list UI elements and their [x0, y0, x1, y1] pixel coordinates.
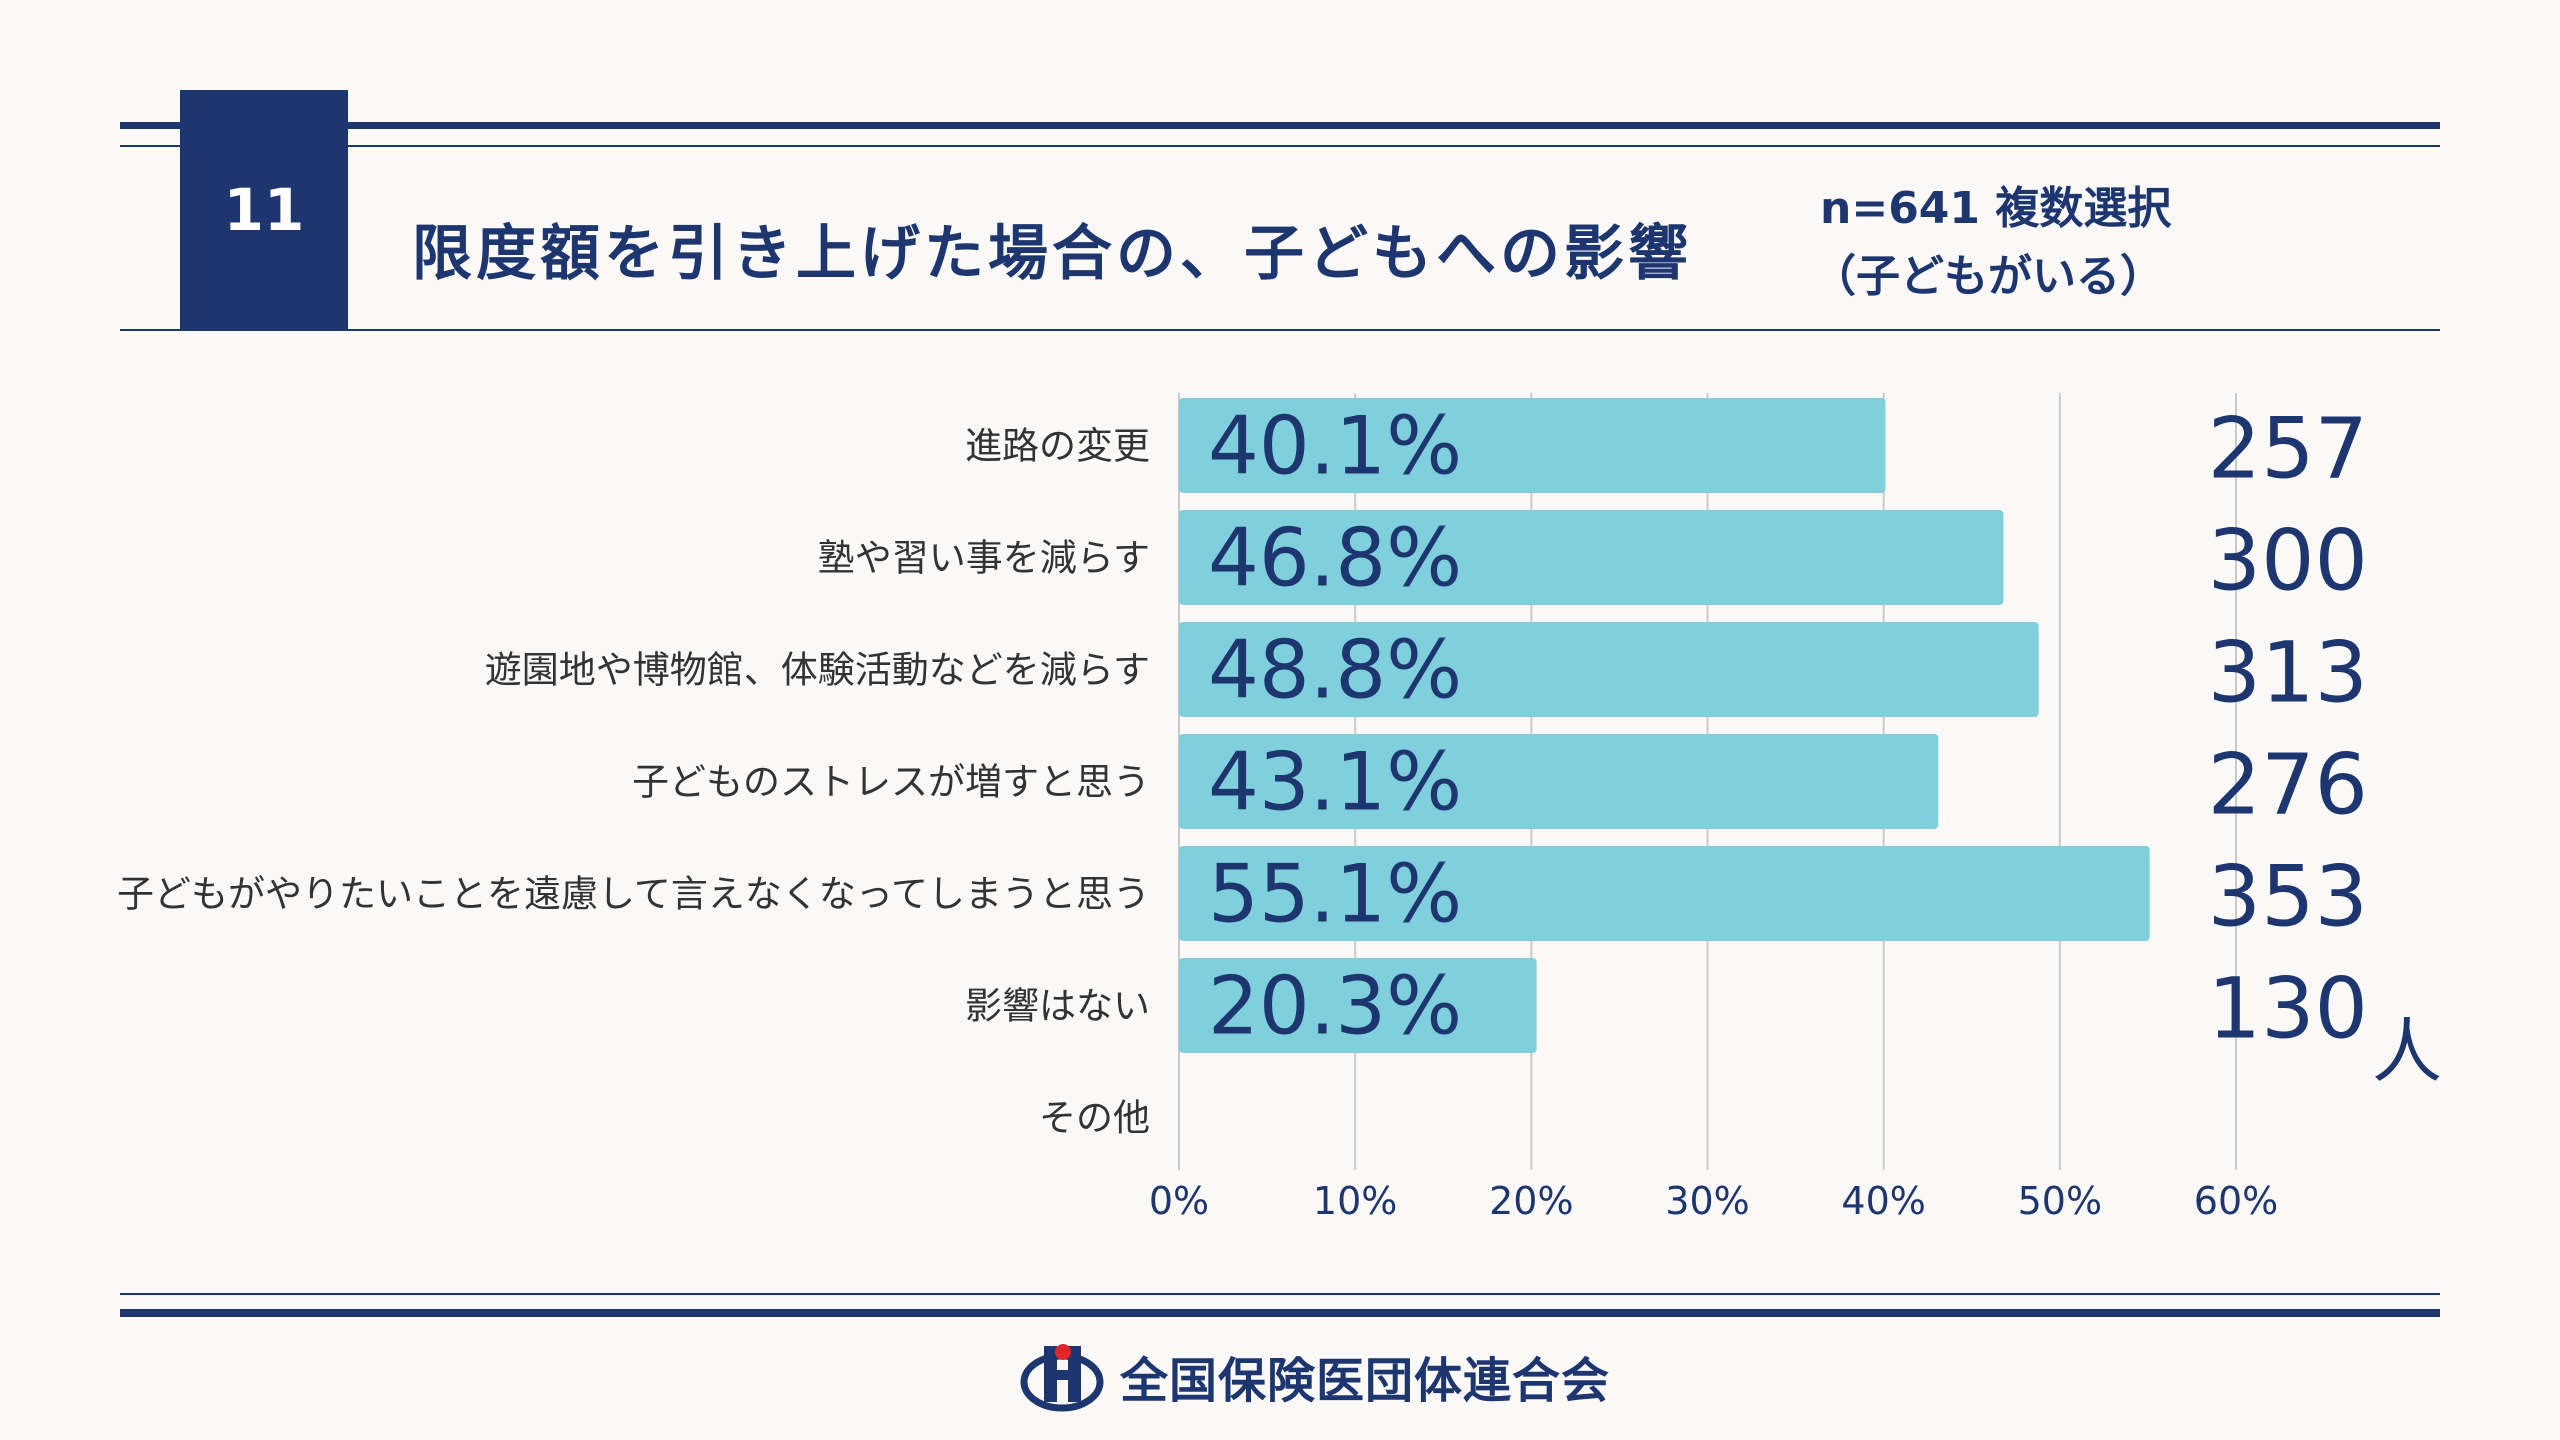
bar-value-label: 48.8% — [1208, 624, 1462, 717]
category-label: 遊園地や博物館、体験活動などを減らす — [485, 649, 1150, 692]
x-tick-label: 40% — [1841, 1179, 1925, 1223]
sample-size: n=641 複数選択 — [1820, 183, 2172, 234]
page-title: 限度額を引き上げた場合の、子どもへの影響 — [412, 219, 1692, 289]
bar — [1179, 958, 1537, 1053]
bar — [1179, 510, 2004, 605]
x-tick-label: 0% — [1149, 1179, 1209, 1223]
count-label: 130 — [2208, 960, 2368, 1058]
bar — [1179, 622, 2039, 717]
bar — [1179, 846, 2150, 941]
bar — [1179, 398, 1886, 493]
category-label: 子どものストレスが増すと思う — [632, 761, 1150, 804]
header-rule-thin — [120, 145, 2440, 147]
bar-value-label: 20.3% — [1208, 960, 1462, 1053]
count-label: 300 — [2208, 512, 2368, 610]
chart-number-badge: 11 — [180, 90, 348, 330]
bar-value-label: 46.8% — [1208, 512, 1462, 605]
org-name: 全国保険医団体連合会 — [1120, 1353, 1611, 1409]
sample-info: n=641 複数選択 （子どもがいる） — [1812, 175, 2172, 311]
category-label: その他 — [1039, 1097, 1150, 1140]
chart-number: 11 — [223, 176, 305, 244]
count-label: 313 — [2208, 624, 2368, 722]
category-label: 塾や習い事を減らす — [818, 537, 1150, 580]
count-label: 353 — [2208, 848, 2368, 946]
header-rule-bottom — [120, 329, 2440, 331]
org-logo: 全国保険医団体連合会 — [1020, 1336, 1610, 1416]
bar-value-label: 43.1% — [1208, 736, 1462, 829]
bar — [1179, 734, 1939, 829]
sample-note: （子どもがいる） — [1812, 251, 2164, 302]
category-label: 進路の変更 — [965, 425, 1150, 468]
bar-chart: 0% 10% 20% 30% 40% 50% 60% 進路の変更 40.1% 257 塾や習い事を減… — [117, 393, 2442, 1223]
bar-value-label: 40.1% — [1208, 400, 1462, 493]
category-label: 影響はない — [965, 985, 1150, 1028]
x-tick-label: 20% — [1489, 1179, 1573, 1223]
count-label: 257 — [2208, 400, 2368, 498]
category-label: 子どもがやりたいことを遠慮して言えなくなってしまうと思う — [117, 873, 1150, 916]
x-tick-label: 30% — [1665, 1179, 1749, 1223]
x-tick-label: 10% — [1313, 1179, 1397, 1223]
org-logo-icon — [1020, 1344, 1104, 1412]
count-unit-label: 人 — [2372, 1011, 2442, 1093]
bar-value-label: 55.1% — [1208, 848, 1462, 941]
count-label: 276 — [2208, 736, 2368, 834]
x-tick-label: 50% — [2018, 1179, 2102, 1223]
footer-rule-thick — [120, 1309, 2440, 1317]
footer-rule-thin — [120, 1293, 2440, 1295]
header-rule-thick — [120, 122, 2440, 129]
x-tick-label: 60% — [2194, 1179, 2278, 1223]
